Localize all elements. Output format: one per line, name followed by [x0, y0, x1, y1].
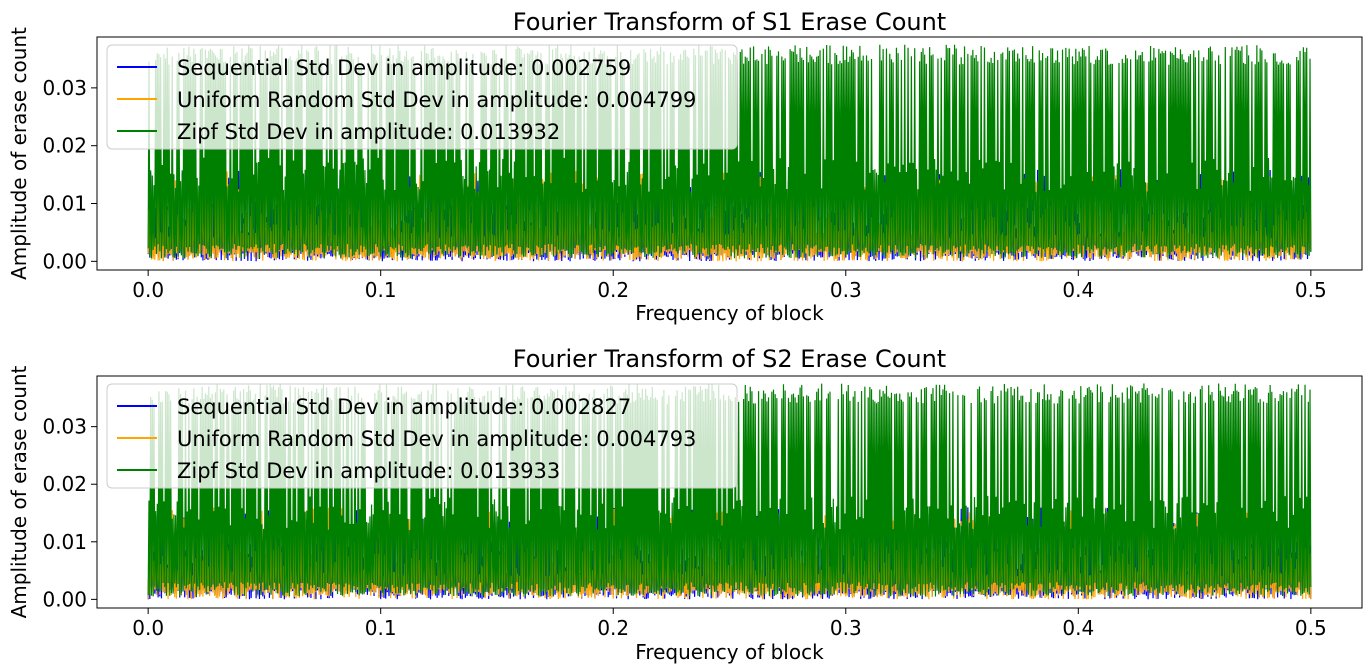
y-tick-label: 0.00	[42, 249, 87, 273]
legend-box	[106, 383, 738, 489]
legend-entry: Zipf Std Dev in amplitude: 0.013932	[177, 120, 560, 144]
x-tick-label: 0.4	[1062, 616, 1094, 640]
y-tick-label: 0.02	[42, 134, 87, 158]
legend-entry: Uniform Random Std Dev in amplitude: 0.0…	[177, 427, 696, 451]
axes-frame	[96, 36, 1363, 271]
x-tick-label: 0.3	[830, 278, 862, 302]
legend-box	[106, 44, 738, 150]
plot-area	[147, 383, 1312, 600]
legend-entry: Sequential Std Dev in amplitude: 0.00282…	[177, 395, 631, 419]
chart-panel-1: 0.0 0.1 0.2 0.3 0.4 0.5 0.00 0.01 0.02 0.03 Fourie…	[7, 8, 1363, 325]
legend: Sequential Std Dev in amplitude: 0.00275…	[106, 44, 738, 150]
y-tick-label: 0.02	[42, 472, 87, 496]
legend-entry: Zipf Std Dev in amplitude: 0.013933	[177, 459, 560, 483]
x-tick-label: 0.1	[365, 278, 397, 302]
y-tick-label: 0.01	[42, 530, 87, 554]
legend: Sequential Std Dev in amplitude: 0.00282…	[106, 383, 738, 489]
x-tick-label: 0.0	[132, 278, 164, 302]
x-tick-label: 0.0	[132, 616, 164, 640]
x-tick-label: 0.5	[1295, 278, 1327, 302]
axes-frame	[96, 375, 1363, 609]
x-tick-label: 0.2	[597, 616, 629, 640]
x-axis-label: Frequency of block	[635, 301, 824, 325]
x-tick-label: 0.5	[1295, 616, 1327, 640]
y-tick-label: 0.01	[42, 192, 87, 216]
y-axis-label: Amplitude of erase count	[7, 27, 31, 280]
y-tick-label: 0.00	[42, 587, 87, 611]
chart-panel-2: 0.0 0.1 0.2 0.3 0.4 0.5 0.00 0.01 0.02 0.03 Fourie…	[7, 345, 1363, 664]
legend-entry: Sequential Std Dev in amplitude: 0.00275…	[177, 56, 631, 80]
y-tick-label: 0.03	[42, 415, 87, 439]
x-tick-label: 0.2	[597, 278, 629, 302]
y-tick-label: 0.03	[42, 76, 87, 100]
legend-entry: Uniform Random Std Dev in amplitude: 0.0…	[177, 88, 696, 112]
chart-title: Fourier Transform of S1 Erase Count	[513, 8, 946, 36]
series-line-3	[147, 383, 1312, 597]
x-axis-label: Frequency of block	[635, 640, 824, 664]
chart-title: Fourier Transform of S2 Erase Count	[513, 345, 946, 373]
x-tick-label: 0.3	[830, 616, 862, 640]
y-axis-label: Amplitude of erase count	[7, 365, 31, 618]
x-tick-label: 0.4	[1062, 278, 1094, 302]
x-tick-label: 0.1	[365, 616, 397, 640]
